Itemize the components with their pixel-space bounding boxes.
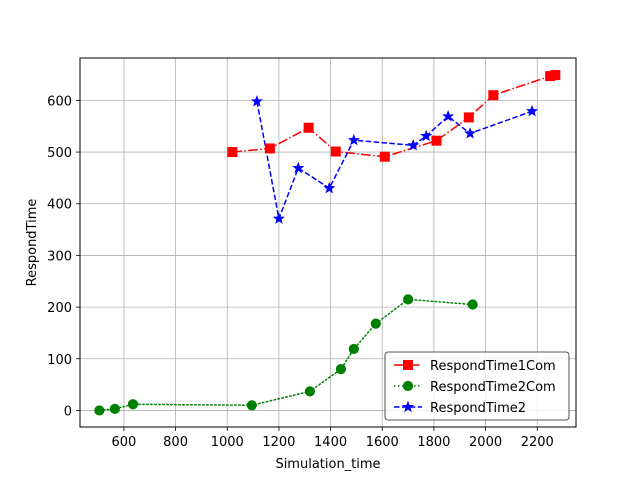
series-1-point xyxy=(264,143,275,154)
series-1-point xyxy=(550,70,561,81)
series-line-3 xyxy=(256,101,533,222)
y-tick-label: 200 xyxy=(47,301,72,316)
legend-swatch-marker xyxy=(403,360,413,370)
series-3-point xyxy=(442,110,455,122)
series-2-point xyxy=(335,364,347,375)
series-1-point xyxy=(303,122,314,133)
series-2-point xyxy=(402,294,414,305)
series-1-point xyxy=(431,135,442,146)
series-2-point xyxy=(348,343,359,355)
x-tick-label: 1800 xyxy=(417,435,450,450)
series-2-point xyxy=(127,399,139,410)
ticks: 600 800 1000 1200 1400 1600 1800 2000 2200 0 100 20… xyxy=(47,94,554,450)
series-line-2 xyxy=(98,298,474,412)
legend-entry-label: RespondTime2Com xyxy=(430,380,556,395)
legend-entry-label: RespondTime1Com xyxy=(430,359,556,374)
legend-entry-label: RespondTime2 xyxy=(430,401,526,416)
series-3-point xyxy=(526,104,539,117)
x-tick-label: 1400 xyxy=(314,435,347,450)
y-tick-label: 0 xyxy=(64,404,72,419)
series-3-point xyxy=(292,161,305,174)
y-tick-label: 400 xyxy=(47,198,72,213)
series-2-point xyxy=(304,386,316,397)
x-tick-label: 1000 xyxy=(211,435,244,450)
series-3-point xyxy=(272,212,285,224)
legend: RespondTime1Com RespondTime2Com RespondTim… xyxy=(384,351,570,421)
y-tick-label: 300 xyxy=(47,249,72,264)
series-3-point xyxy=(420,129,433,142)
series-1-point xyxy=(379,151,390,162)
y-axis-label: RespondTime xyxy=(25,199,40,287)
x-axis-label: Simulation_time xyxy=(275,457,380,472)
x-tick-label: 800 xyxy=(163,435,188,450)
x-tick-label: 1200 xyxy=(262,435,295,450)
y-tick-label: 600 xyxy=(47,94,72,109)
series-3-point xyxy=(323,181,336,194)
series-1-point xyxy=(463,112,474,123)
series-2-point xyxy=(467,299,478,310)
series-markers xyxy=(94,70,561,416)
x-tick-label: 1600 xyxy=(366,435,399,450)
x-tick-label: 2000 xyxy=(469,435,502,450)
y-tick-label: 500 xyxy=(47,146,72,161)
legend-swatch-marker xyxy=(402,380,414,392)
legend-border xyxy=(384,351,570,421)
series-3-point xyxy=(407,139,420,151)
plot-frame xyxy=(79,57,577,428)
series-2-point xyxy=(246,400,257,411)
series-2-point xyxy=(370,318,381,329)
x-tick-label: 2200 xyxy=(521,435,554,450)
x-tick-label: 600 xyxy=(112,435,137,450)
y-tick-label: 100 xyxy=(47,353,72,368)
legend-swatch-marker xyxy=(401,400,415,413)
series-1-point xyxy=(488,90,499,101)
series-3-point xyxy=(347,133,360,146)
series-1-point xyxy=(227,147,238,158)
series-3-point xyxy=(464,127,477,139)
series-3-point xyxy=(250,95,263,107)
series-1-point xyxy=(330,146,341,157)
series-2-point xyxy=(94,405,105,416)
series-2-point xyxy=(109,403,120,415)
